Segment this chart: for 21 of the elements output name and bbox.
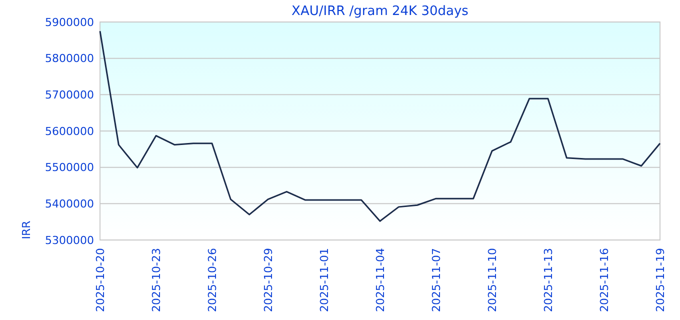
x-tick-label: 2025-10-26 bbox=[206, 248, 219, 312]
chart-title: XAU/IRR /gram 24K 30days bbox=[292, 4, 469, 19]
y-tick-label: 5900000 bbox=[45, 16, 94, 29]
y-tick-label: 5700000 bbox=[45, 88, 94, 102]
x-tick-label: 2025-11-19 bbox=[654, 248, 667, 312]
y-tick-label: 5500000 bbox=[45, 161, 94, 174]
y-tick-label: 5800000 bbox=[45, 52, 94, 66]
y-tick-label: 5400000 bbox=[45, 198, 94, 211]
x-tick-label: 2025-10-29 bbox=[262, 248, 275, 312]
y-axis-title: IRR bbox=[20, 220, 33, 240]
x-tick-label: 2025-11-04 bbox=[374, 248, 387, 312]
x-tick-label: 2025-10-20 bbox=[94, 248, 107, 312]
y-tick-label: 5300000 bbox=[45, 234, 94, 247]
line-series bbox=[99, 30, 661, 222]
x-tick-label: 2025-10-23 bbox=[150, 248, 163, 312]
x-tick-label: 2025-11-13 bbox=[542, 248, 555, 312]
y-tick-label: 5600000 bbox=[45, 124, 94, 138]
x-tick-label: 2025-11-16 bbox=[598, 248, 611, 312]
x-tick-label: 2025-11-01 bbox=[318, 248, 331, 312]
x-tick-label: 2025-11-10 bbox=[486, 248, 499, 312]
x-tick-label: 2025-11-07 bbox=[430, 248, 443, 312]
